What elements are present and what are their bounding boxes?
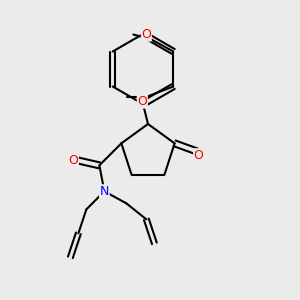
Text: O: O [194, 149, 204, 162]
Text: O: O [141, 28, 151, 41]
Text: O: O [137, 95, 147, 108]
Text: O: O [68, 154, 78, 167]
Text: N: N [100, 185, 109, 198]
